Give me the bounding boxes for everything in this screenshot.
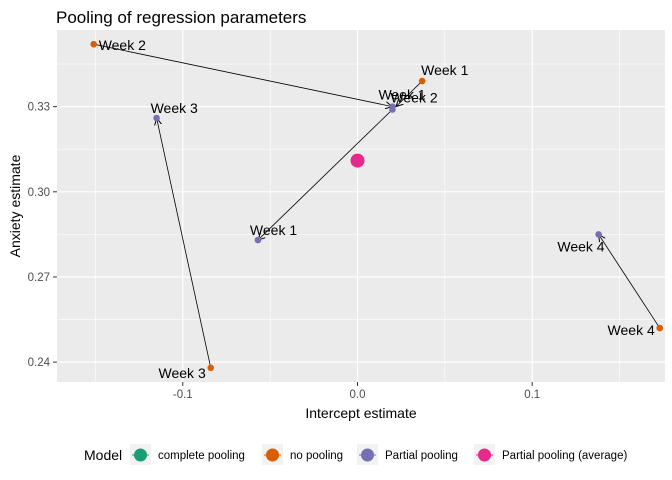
legend-label: Partial pooling (average) xyxy=(502,450,627,462)
point-label: Week 1 xyxy=(421,62,468,78)
y-axis-ticks: 0.24 0.27 0.30 0.33 xyxy=(28,102,57,369)
no-pooling-point xyxy=(656,324,664,332)
x-tick-label: 0.1 xyxy=(524,389,540,401)
pooling-arrow xyxy=(599,234,661,329)
point-label: Week 2 xyxy=(390,90,437,106)
y-tick-label: 0.24 xyxy=(28,357,51,369)
partial-pooling-point xyxy=(389,103,396,110)
y-axis-title: Anxiety estimate xyxy=(7,154,23,257)
pooling-arrow xyxy=(93,43,393,106)
x-tick-label: 0.0 xyxy=(350,389,366,401)
partial-pooling-average-point xyxy=(350,153,365,168)
no-pooling-point xyxy=(207,364,215,372)
legend-label: no pooling xyxy=(290,450,343,462)
partial-pooling-point xyxy=(254,236,262,244)
partial-pooling-point xyxy=(153,114,160,122)
point-label: Week 4 xyxy=(557,238,604,254)
y-tick-label: 0.33 xyxy=(28,102,50,114)
point-label: Week 3 xyxy=(151,100,198,116)
pooling-arrow xyxy=(396,80,423,107)
pooling-arrow xyxy=(157,118,212,368)
points xyxy=(90,40,664,372)
arrows xyxy=(93,43,661,368)
point-label: Week 2 xyxy=(99,37,146,53)
y-tick-label: 0.30 xyxy=(28,187,50,199)
x-axis-ticks: -0.1 0.0 0.1 xyxy=(173,382,540,401)
partial-pooling-point xyxy=(595,231,602,238)
point-label: Week 3 xyxy=(159,365,206,381)
legend-key-point xyxy=(361,448,374,462)
x-tick-label: -0.1 xyxy=(173,389,193,401)
point-label: Week 4 xyxy=(608,322,655,338)
legend-title: Model xyxy=(84,447,122,463)
point-label: Week 1 xyxy=(378,86,425,102)
x-axis-title: Intercept estimate xyxy=(305,405,416,421)
legend-key-point xyxy=(266,448,279,462)
legend-key-point xyxy=(478,448,491,462)
grid-minor xyxy=(57,30,665,382)
point-label: Week 1 xyxy=(250,222,297,238)
legend-label: complete pooling xyxy=(158,450,245,462)
legend-key-point xyxy=(134,448,147,462)
legend-label: Partial pooling xyxy=(385,450,458,462)
grid-major xyxy=(57,30,665,382)
legend: Model complete pooling no pooling Partial … xyxy=(84,444,627,465)
pooling-arrow xyxy=(258,109,393,240)
no-pooling-point xyxy=(418,77,426,85)
chart-title: Pooling of regression parameters xyxy=(56,8,306,27)
plot-panel xyxy=(57,30,665,382)
no-pooling-point xyxy=(90,40,97,48)
y-tick-label: 0.27 xyxy=(28,272,50,284)
